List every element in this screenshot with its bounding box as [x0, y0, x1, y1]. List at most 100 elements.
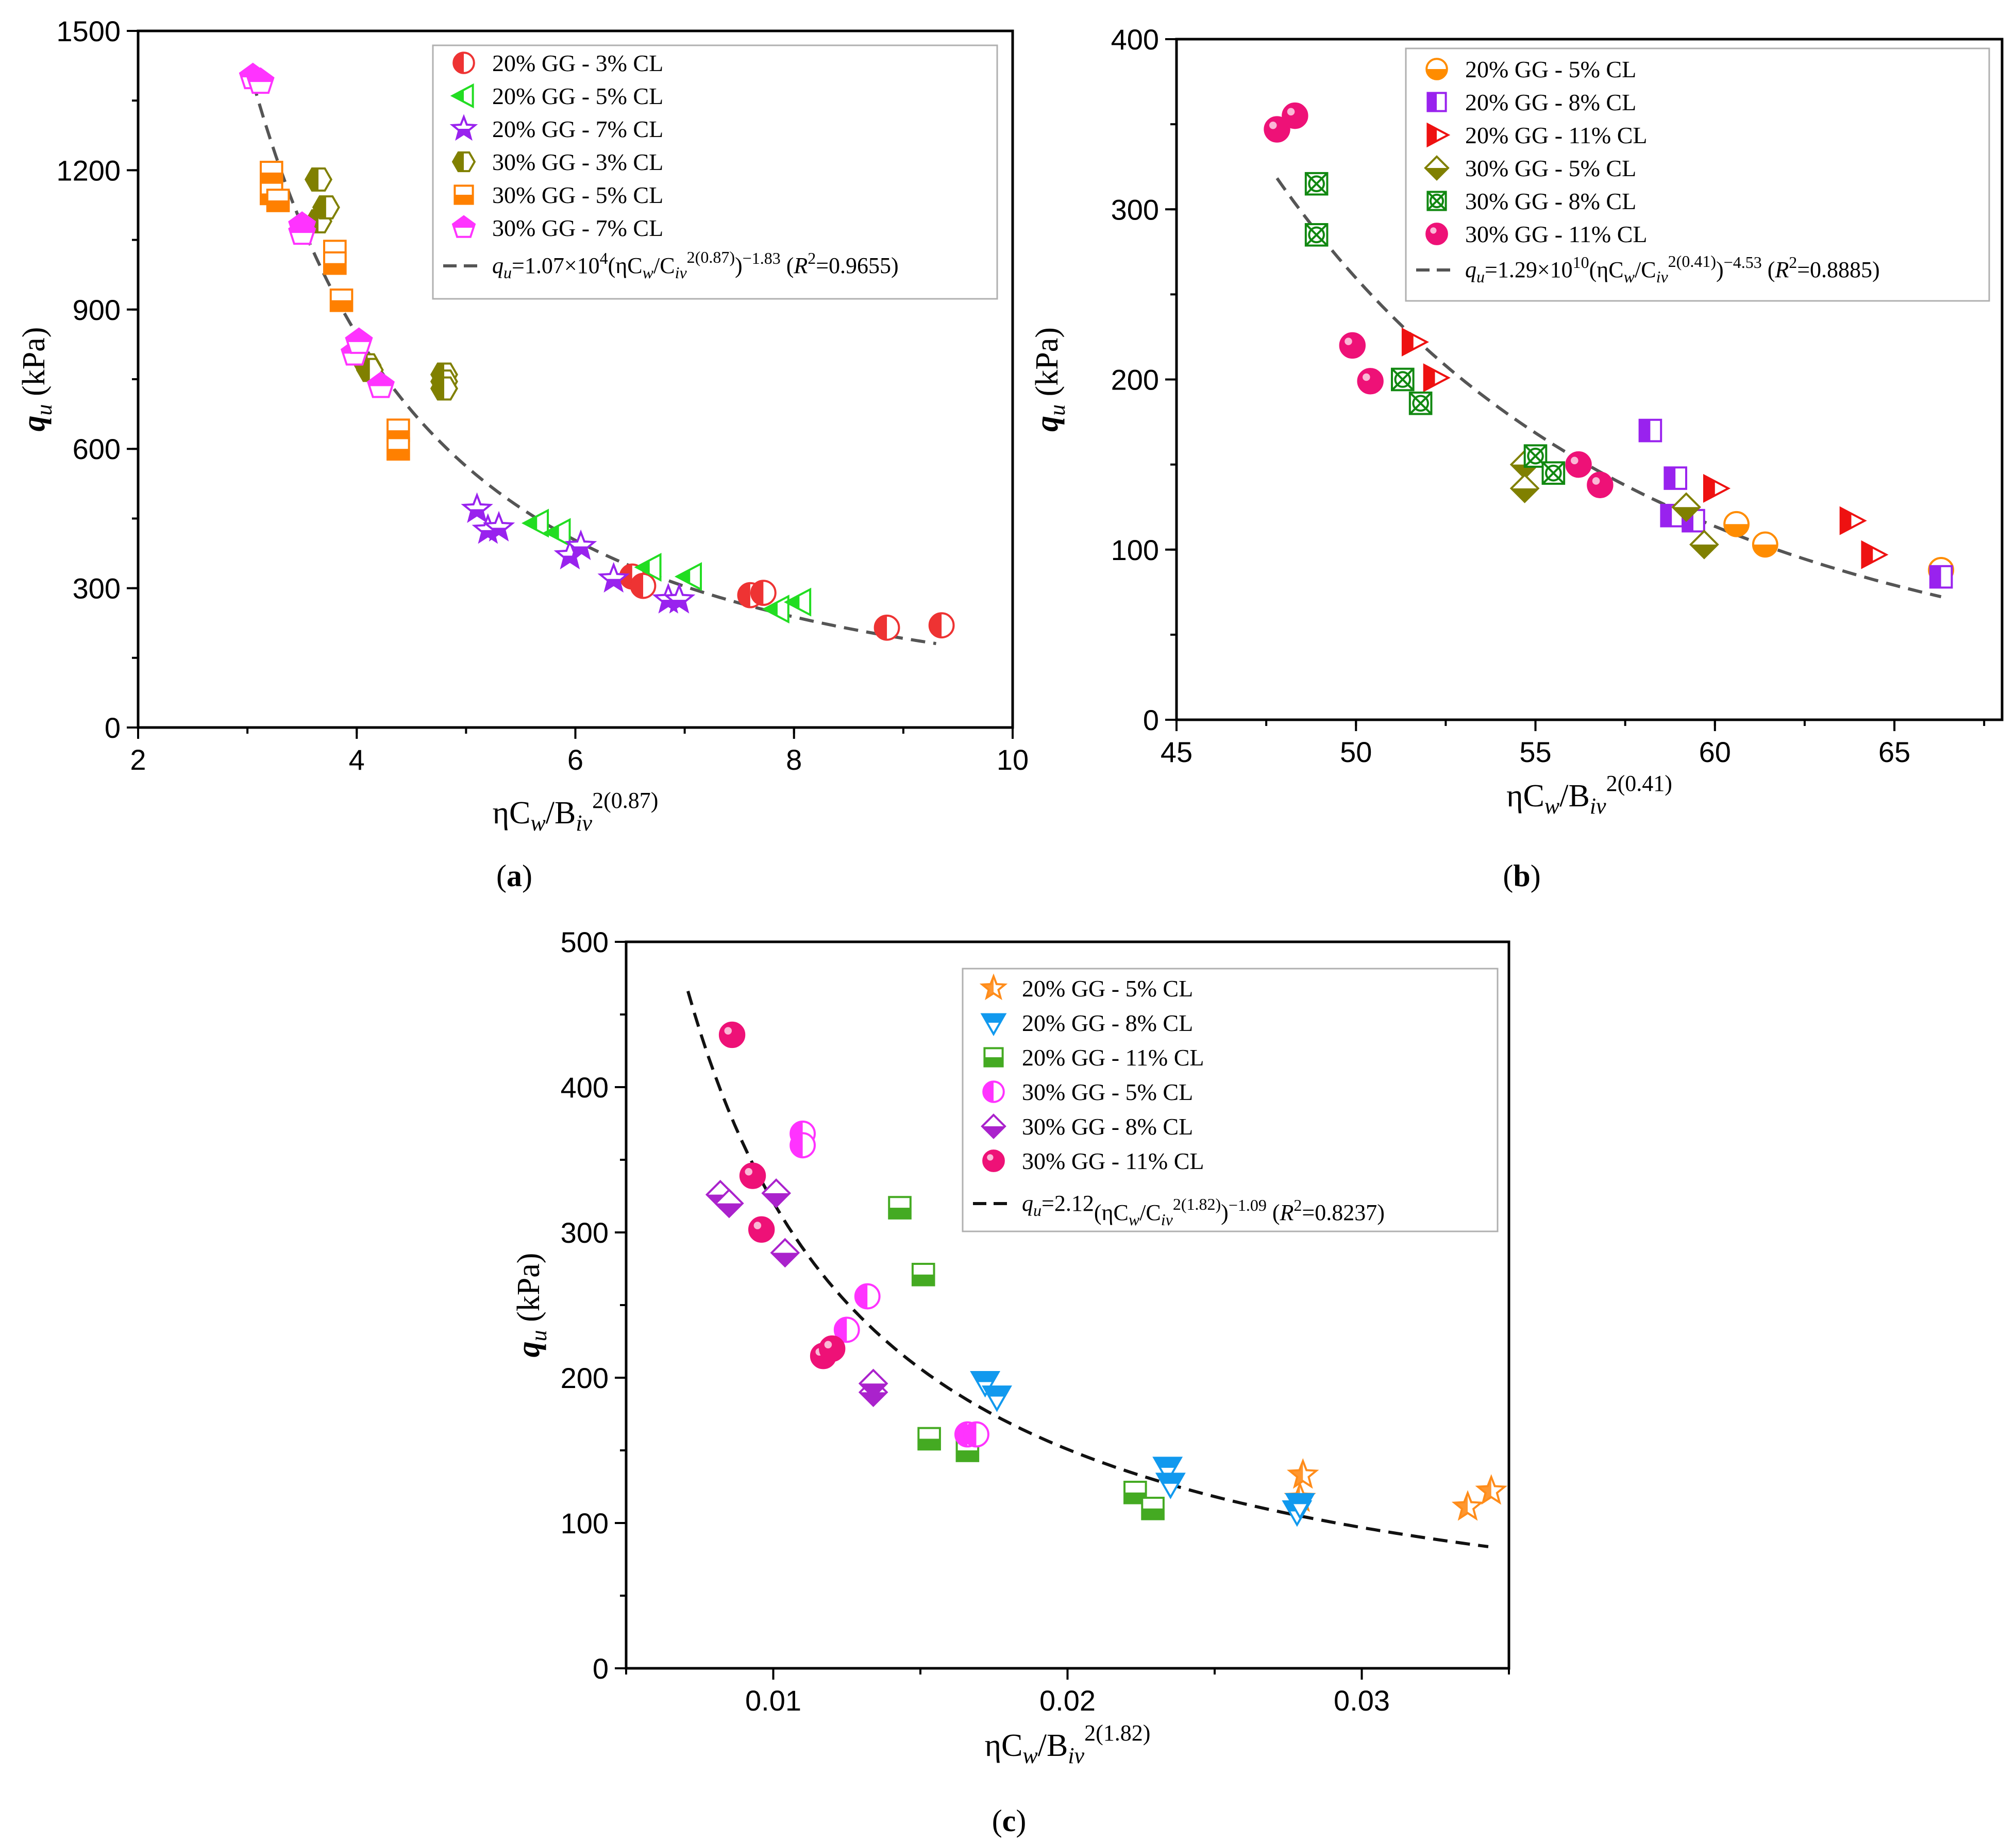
- data-point-fill: [855, 1284, 868, 1309]
- data-point-fill: [324, 263, 346, 274]
- data-point: [1929, 565, 1953, 589]
- data-point-fill: [490, 528, 508, 539]
- series-20-gg-5-cl: [521, 509, 812, 624]
- data-point: [1861, 540, 1889, 569]
- legend-marker: [980, 1013, 1007, 1037]
- y-tick-label: 400: [1111, 23, 1159, 56]
- data-point: [1391, 367, 1415, 392]
- legend-marker-fill: [982, 976, 994, 998]
- data-point-fill: [771, 1253, 799, 1266]
- legend-marker-fill: [1427, 124, 1437, 146]
- legend-marker: [451, 215, 476, 238]
- legend-marker-fill: [982, 1126, 1005, 1138]
- legend-marker: [983, 1047, 1004, 1068]
- y-axis-label: qu (kPa): [16, 327, 57, 432]
- data-point-fill: [971, 1372, 999, 1382]
- data-point-ring: [1394, 371, 1412, 388]
- y-axis-label: qu (kPa): [511, 1253, 551, 1358]
- data-point-fill: [791, 1133, 803, 1158]
- legend-marker-cross-b: [1426, 191, 1447, 211]
- data-point: [1401, 327, 1429, 357]
- legend-marker: [1426, 191, 1447, 211]
- data-point: [543, 518, 571, 547]
- data-point: [387, 437, 410, 461]
- data-point-fill: [875, 615, 887, 640]
- data-point: [789, 1132, 816, 1159]
- panel-caption: (b): [1503, 859, 1540, 893]
- data-point-fill: [1753, 544, 1777, 557]
- data-point-fill: [983, 1386, 1011, 1397]
- data-point: [750, 580, 777, 606]
- data-point: [1703, 473, 1731, 503]
- data-point-fill: [620, 564, 632, 589]
- data-point-fill: [1840, 507, 1852, 534]
- data-point-fill: [1286, 1494, 1314, 1504]
- x-tick-label: 60: [1699, 736, 1731, 768]
- x-tick-label: 45: [1161, 736, 1192, 768]
- legend-label: 30% GG - 5% CL: [1465, 155, 1636, 181]
- data-point-fill: [834, 1317, 847, 1342]
- series-30-gg-7-cl: [239, 62, 395, 398]
- data-point-ring: [1545, 464, 1562, 482]
- data-point: [1638, 418, 1662, 443]
- data-point: [911, 1262, 935, 1287]
- legend-fit-equation: qu=2.12(ηCw/Civ2(1.82))−1.09 (R2=0.8237): [1022, 1191, 1385, 1229]
- data-point: [246, 67, 275, 94]
- data-point-highlight: [1571, 456, 1578, 465]
- data-point: [1671, 492, 1701, 522]
- data-point-shape: [718, 1021, 746, 1048]
- data-point-fill: [313, 196, 326, 218]
- data-point-fill: [346, 328, 372, 342]
- y-tick-label: 0: [105, 712, 121, 744]
- x-tick-label: 50: [1340, 736, 1372, 768]
- legend-label: 20% GG - 11% CL: [1022, 1044, 1204, 1071]
- data-point-fill: [1142, 1508, 1164, 1519]
- legend-box: [432, 44, 998, 300]
- legend: 20% GG - 5% CL 20% GG - 8% CL 20% GG - 11%…: [962, 968, 1499, 1232]
- data-point-fill: [605, 579, 622, 590]
- series-20-gg-11-cl: [1401, 327, 1889, 569]
- y-tick-label: 200: [1111, 364, 1159, 396]
- data-point-fill: [1454, 1493, 1468, 1519]
- data-point: [833, 1316, 860, 1343]
- legend-marker: [1426, 92, 1447, 112]
- series-20-gg-5-cl: [1284, 1458, 1507, 1521]
- data-point: [663, 583, 696, 614]
- data-point-fill: [956, 1450, 979, 1461]
- data-point-fill: [1690, 544, 1718, 558]
- legend-marker: [1425, 223, 1448, 245]
- legend-fit-equation: qu=1.07×104(ηCw/Civ2(0.87))−1.83 (R2=0.9…: [492, 248, 899, 282]
- data-point-fill: [1511, 464, 1538, 478]
- data-point: [329, 288, 354, 312]
- data-point-fill: [889, 1208, 911, 1219]
- y-axis-label-group: qu (kPa): [1030, 327, 1070, 432]
- data-point: [718, 1021, 746, 1048]
- data-point: [1287, 1458, 1319, 1489]
- y-tick-label: 0: [593, 1652, 609, 1685]
- data-point-fill: [431, 377, 444, 400]
- data-point-fill: [1154, 1458, 1181, 1468]
- series-20-gg-11-cl: [888, 1196, 1165, 1520]
- legend-label: 20% GG - 3% CL: [492, 50, 663, 76]
- data-point: [1565, 451, 1592, 478]
- legend-box: [962, 968, 1499, 1232]
- legend-marker-fill: [982, 1014, 1005, 1023]
- data-point: [762, 595, 789, 624]
- series-30-gg-8-cl: [1304, 172, 1566, 485]
- data-point-highlight: [753, 1222, 762, 1229]
- x-axis-label: ηCw/Biv2(1.82): [985, 1720, 1151, 1768]
- data-point: [1839, 506, 1867, 535]
- y-tick-label: 900: [73, 294, 121, 326]
- chart-panel-c: 0.01 0.02 0.03 0 100 200 300 400 500 ηCw/Biv2(1.8…: [511, 926, 1510, 1838]
- data-point: [1282, 102, 1308, 129]
- data-point: [304, 167, 333, 192]
- legend-label: 30% GG - 5% CL: [1022, 1079, 1193, 1105]
- legend-label: 30% GG - 11% CL: [1465, 221, 1647, 247]
- data-point: [288, 218, 316, 245]
- legend-marker-fill: [457, 129, 471, 139]
- data-point-ring: [1308, 175, 1325, 193]
- legend-marker: [452, 52, 475, 74]
- data-point: [521, 509, 549, 538]
- y-tick-label: 300: [1111, 193, 1159, 226]
- data-point-fill: [330, 300, 352, 311]
